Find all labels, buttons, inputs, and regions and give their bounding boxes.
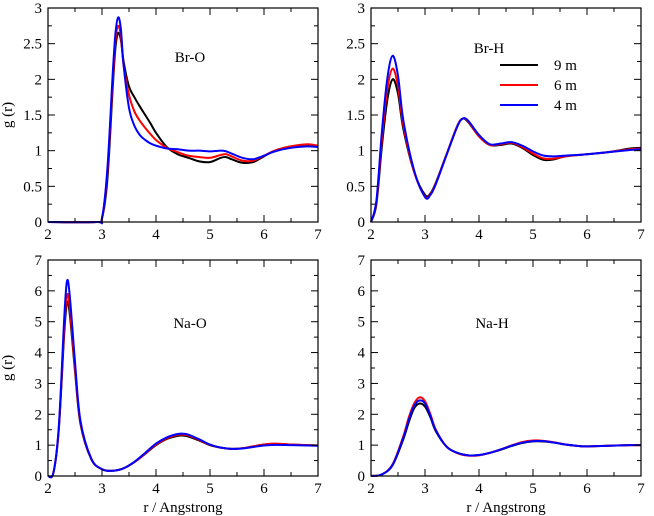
y-tick-label: 7 (35, 253, 43, 269)
y-tick-label: 2 (358, 407, 366, 423)
x-tick-label: 3 (421, 227, 429, 243)
y-tick-label: 0 (358, 469, 366, 485)
y-tick-label: 2 (35, 72, 43, 88)
y-tick-label: 0 (358, 215, 366, 231)
y-tick-label: 1 (358, 438, 366, 454)
x-tick-label: 7 (637, 227, 645, 243)
x-tick-label: 6 (583, 481, 591, 497)
x-tick-label: 6 (260, 227, 268, 243)
x-tick-label: 5 (529, 227, 537, 243)
x-tick-label: 5 (206, 481, 214, 497)
y-tick-label: 6 (35, 284, 43, 300)
legend-label: 9 m (554, 58, 577, 74)
x-tick-label: 6 (260, 481, 268, 497)
y-tick-label: 0 (35, 469, 43, 485)
series-line-9-m (370, 78, 642, 223)
x-tick-label: 2 (367, 227, 375, 243)
x-tick-label: 3 (98, 227, 106, 243)
panel-title: Na-O (173, 316, 206, 332)
legend-label: 6 m (554, 78, 577, 94)
plot-frame (370, 259, 642, 477)
panel-na-h: 2 3 4 5 6 7 0 1 2 3 4 5 6 7 Na-H r / Angstrong (358, 253, 646, 516)
x-tick-label: 4 (475, 227, 483, 243)
x-tick-label: 7 (314, 481, 322, 497)
y-tick-label: 2.5 (346, 37, 365, 53)
x-tick-label: 6 (583, 227, 591, 243)
y-tick-label: 1.5 (23, 108, 42, 124)
panel-na-o: 2 3 4 5 6 7 0 1 2 3 4 5 6 7 Na-O g (r) r / Angstrong (0, 253, 322, 516)
series-line-4-m (47, 16, 319, 225)
y-tick-label: 2 (358, 72, 366, 88)
x-tick-label: 7 (637, 481, 645, 497)
panel-br-h: 2 3 4 5 6 7 0 0.5 1 1.5 2 2.5 3 Br-H 9 m 6 m 4 m (346, 1, 645, 243)
series-line-6-m (370, 67, 642, 223)
plot-frame (370, 7, 642, 223)
y-tick-label: 5 (35, 315, 43, 331)
y-tick-label: 1 (358, 144, 366, 160)
panel-title: Br-H (474, 41, 505, 57)
x-tick-label: 5 (206, 227, 214, 243)
x-tick-label: 2 (44, 481, 52, 497)
y-tick-label: 3 (358, 1, 366, 17)
plot-frame (47, 7, 319, 223)
y-tick-label: 3 (35, 1, 43, 17)
series-line-4-m (370, 54, 642, 223)
series-line-4-m (47, 278, 319, 479)
y-tick-label: 2.5 (23, 37, 42, 53)
panel-title: Br-O (175, 50, 206, 66)
x-tick-label: 4 (475, 481, 483, 497)
y-axis-label: g (r) (0, 355, 16, 381)
series-line-4-m (370, 399, 642, 477)
y-tick-label: 6 (358, 284, 366, 300)
y-tick-label: 4 (35, 346, 43, 362)
x-tick-label: 4 (152, 481, 160, 497)
y-tick-label: 7 (358, 253, 366, 269)
x-tick-label: 7 (314, 227, 322, 243)
x-tick-label: 3 (421, 481, 429, 497)
y-axis-label: g (r) (0, 102, 16, 128)
x-axis-label: r / Angstrong (143, 500, 223, 516)
x-tick-label: 2 (44, 227, 52, 243)
y-tick-label: 2 (35, 407, 43, 423)
y-tick-label: 1 (35, 438, 43, 454)
legend-label: 4 m (554, 98, 577, 114)
y-tick-label: 3 (35, 376, 43, 392)
x-tick-label: 3 (98, 481, 106, 497)
y-tick-label: 5 (358, 315, 366, 331)
x-tick-label: 2 (367, 481, 375, 497)
y-tick-label: 0 (35, 215, 43, 231)
x-tick-label: 5 (529, 481, 537, 497)
y-tick-label: 4 (358, 346, 366, 362)
panel-title: Na-H (475, 316, 508, 332)
x-axis-label: r / Angstrong (466, 500, 546, 516)
y-tick-label: 0.5 (23, 179, 42, 195)
series-line-6-m (370, 396, 642, 477)
y-tick-label: 3 (358, 376, 366, 392)
y-tick-label: 1.5 (346, 108, 365, 124)
x-tick-label: 4 (152, 227, 160, 243)
panel-br-o: 2 3 4 5 6 7 0 0.5 1 1.5 2 2.5 3 Br-O g (r) (0, 1, 322, 243)
y-tick-label: 0.5 (346, 179, 365, 195)
y-tick-label: 1 (35, 144, 43, 160)
